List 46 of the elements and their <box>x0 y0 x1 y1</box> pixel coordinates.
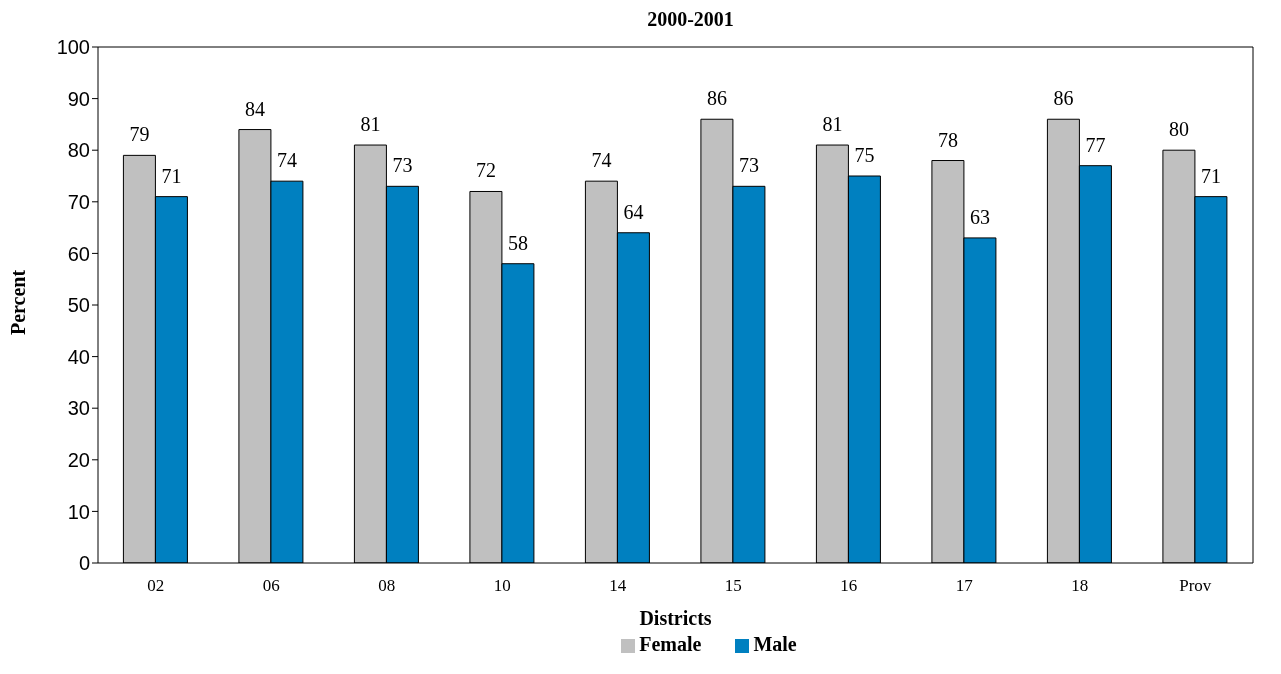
x-tick-label: 02 <box>147 576 165 596</box>
y-tick-label: 30 <box>67 397 90 420</box>
y-tick-label: 100 <box>56 36 90 59</box>
legend-label: Female <box>639 633 702 655</box>
data-label: 58 <box>507 231 528 254</box>
y-axis-title: Percent <box>7 269 30 335</box>
data-label: 81 <box>360 113 381 136</box>
x-tick-label: Prov <box>1179 576 1212 596</box>
data-label: 73 <box>392 154 413 177</box>
data-label: 73 <box>738 154 759 177</box>
data-label: 86 <box>706 87 727 110</box>
y-tick-label: 20 <box>67 448 90 471</box>
y-tick-label: 50 <box>67 294 90 317</box>
data-label: 74 <box>591 149 612 172</box>
x-tick-label: 16 <box>840 576 858 596</box>
y-tick-label: 70 <box>67 190 90 213</box>
x-tick-label: 15 <box>724 576 742 596</box>
data-label: 63 <box>969 205 990 228</box>
legend-label: Male <box>753 633 797 655</box>
data-label: 74 <box>276 149 297 172</box>
x-tick-label: 06 <box>262 576 280 596</box>
y-tick-label: 10 <box>67 500 90 523</box>
y-tick-label: 60 <box>67 242 90 265</box>
data-label: 71 <box>1200 164 1221 187</box>
data-label: 86 <box>1053 87 1074 110</box>
x-axis-title: Districts <box>639 607 712 629</box>
data-label: 71 <box>161 164 182 187</box>
y-tick-label: 90 <box>67 87 90 110</box>
data-label: 84 <box>244 97 265 120</box>
data-label: 64 <box>623 200 644 223</box>
data-label: 77 <box>1085 133 1106 156</box>
data-label: 75 <box>854 144 875 166</box>
data-label: 78 <box>937 128 958 151</box>
x-tick-label: 18 <box>1071 576 1089 596</box>
chart-title: 2000-2001 <box>646 8 735 32</box>
data-label: 81 <box>822 113 843 136</box>
y-tick-label: 0 <box>78 552 90 575</box>
data-label: 79 <box>129 123 150 146</box>
y-tick-label: 40 <box>67 345 90 368</box>
x-tick-label: 14 <box>609 576 627 596</box>
y-tick-label: 80 <box>67 139 90 162</box>
data-label: 72 <box>475 159 496 182</box>
x-tick-label: 08 <box>378 576 396 596</box>
x-tick-label: 10 <box>493 576 511 596</box>
data-label: 80 <box>1168 118 1189 141</box>
x-tick-label: 17 <box>955 576 974 596</box>
